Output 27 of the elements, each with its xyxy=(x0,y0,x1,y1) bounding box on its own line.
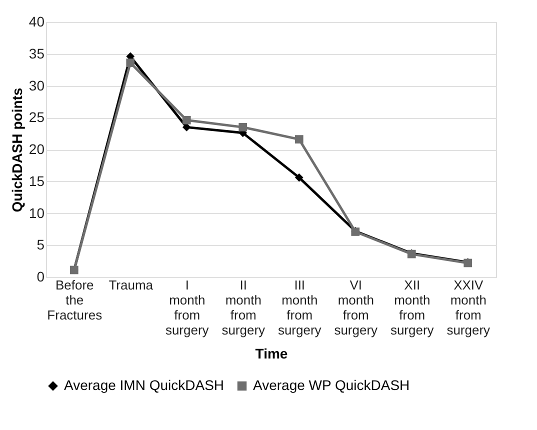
y-tick-label: 30 xyxy=(28,77,45,94)
y-tick-label: 15 xyxy=(28,172,45,189)
point xyxy=(182,123,191,132)
y-tick-label: 10 xyxy=(28,204,45,221)
y-tick-label: 25 xyxy=(28,109,45,126)
point xyxy=(182,116,191,124)
x-tick-label: XXIV month from surgery xyxy=(446,278,491,338)
x-tick-label: I month from surgery xyxy=(165,278,210,338)
x-axis-title: Time xyxy=(255,346,288,362)
point xyxy=(238,123,248,132)
x-tick-label: XII month from surgery xyxy=(390,278,434,338)
y-tick-label: 0 xyxy=(36,268,45,284)
point xyxy=(294,173,304,182)
y-tick-label: 20 xyxy=(28,141,45,157)
point xyxy=(126,58,135,67)
y-tick-label: 5 xyxy=(36,236,45,253)
x-tick-label: III month from surgery xyxy=(278,278,322,338)
legend-label: Average IMN QuickDASH xyxy=(64,377,224,393)
y-axis-title: QuickDASH points xyxy=(8,88,25,212)
y-tick-label: 35 xyxy=(28,45,45,62)
x-tick-label: VI month from surgery xyxy=(334,278,378,338)
x-tick-label: II month from surgery xyxy=(222,278,266,338)
x-tick-label: Before the Fractures xyxy=(47,278,103,322)
legend-label: Average WP QuickDASH xyxy=(253,377,410,393)
y-tick-label: 40 xyxy=(28,14,45,30)
point xyxy=(294,135,304,144)
x-tick-label: Trauma xyxy=(108,278,154,292)
